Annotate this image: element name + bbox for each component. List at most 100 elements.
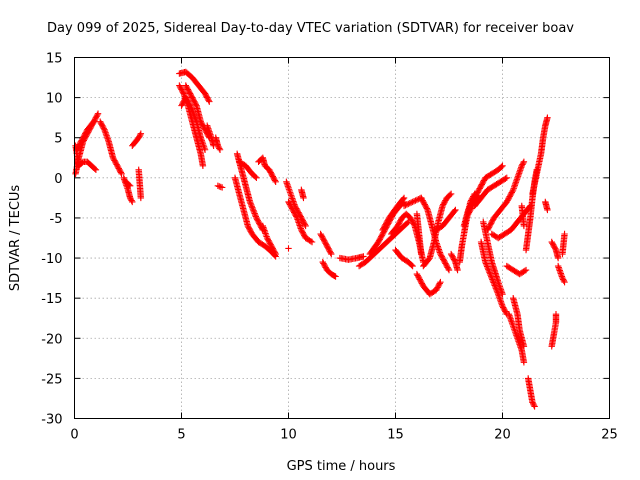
y-tick-label: -20 [41, 332, 62, 347]
data-point [413, 196, 421, 204]
data-point [129, 198, 136, 206]
data-point [531, 403, 538, 410]
data-point [271, 177, 279, 184]
data-point [360, 253, 367, 260]
data-point [248, 203, 255, 210]
data-point [554, 254, 562, 262]
x-tick-label: 10 [280, 428, 297, 443]
series-track-45 [477, 238, 510, 318]
y-tick-label: -5 [50, 212, 63, 227]
data-point [499, 162, 506, 169]
data-point [249, 205, 257, 213]
y-tick-label: 15 [46, 52, 63, 67]
x-tick-label: 0 [70, 428, 78, 443]
data-point [247, 201, 255, 209]
series-track-48 [503, 262, 530, 278]
data-point [447, 190, 455, 198]
data-point [251, 210, 258, 217]
data-point [285, 245, 292, 252]
data-point [492, 283, 499, 291]
data-point [407, 199, 415, 206]
data-point [89, 119, 97, 127]
data-point [400, 194, 408, 202]
data-point [403, 201, 411, 208]
data-point [118, 170, 125, 178]
x-tick-label: 25 [601, 428, 618, 443]
series-track-25 [317, 230, 335, 258]
data-point [502, 175, 509, 182]
data-point [246, 198, 254, 206]
series-track-42 [465, 162, 506, 218]
data-point [128, 197, 135, 204]
data-markers [72, 68, 568, 410]
series-track-32 [379, 194, 408, 234]
series-track-01 [72, 110, 102, 178]
data-point [409, 262, 416, 270]
data-point [417, 250, 425, 258]
data-point [486, 269, 493, 276]
series-track-17 [231, 174, 279, 260]
series-track-15 [214, 182, 226, 191]
data-point [446, 191, 454, 199]
data-point [250, 208, 258, 216]
x-tick-label: 5 [177, 428, 185, 443]
data-point [205, 97, 212, 104]
data-point [272, 250, 279, 258]
data-point [498, 163, 505, 171]
series-track-10 [176, 82, 207, 169]
data-point [92, 166, 100, 174]
data-point [300, 194, 307, 202]
data-point [482, 258, 489, 266]
data-point [216, 146, 224, 153]
series-track-18 [236, 158, 260, 182]
y-tick-label: 0 [54, 172, 62, 187]
data-point [399, 195, 407, 203]
data-point [544, 206, 551, 214]
data-point [452, 206, 459, 214]
y-tick-label: -15 [41, 292, 62, 307]
series-track-46 [484, 158, 528, 234]
data-point [560, 277, 568, 284]
data-point [519, 159, 527, 167]
data-point [493, 288, 501, 295]
data-point [409, 198, 416, 206]
data-point [451, 207, 458, 215]
data-point [90, 118, 97, 125]
series-track-16 [233, 150, 267, 234]
series-track-54 [529, 114, 551, 198]
series-track-03 [73, 118, 97, 153]
series-track-07 [129, 130, 145, 149]
data-point [307, 238, 314, 245]
series-track-27 [336, 253, 367, 263]
x-tick-label: 20 [494, 428, 511, 443]
series-track-04 [96, 118, 125, 178]
series-track-19 [255, 154, 279, 186]
series-track-58 [554, 262, 568, 286]
grid-lines [74, 57, 610, 419]
y-tick-label: -30 [41, 413, 62, 428]
series-track-35 [413, 270, 444, 298]
series-track-57 [548, 311, 560, 350]
data-point [410, 198, 418, 205]
data-point [487, 271, 494, 279]
data-point [483, 261, 490, 269]
series-track-05 [120, 174, 136, 206]
data-point [491, 282, 498, 289]
data-point [520, 158, 528, 165]
series-track-14 [212, 134, 224, 153]
x-axis-label: GPS time / hours [287, 459, 396, 474]
series-track-23 [285, 245, 292, 252]
data-point [509, 188, 516, 195]
series-track-59 [559, 230, 568, 258]
data-point [125, 181, 133, 189]
data-point [179, 89, 187, 96]
data-point [402, 202, 409, 209]
series-track-34 [413, 210, 425, 258]
series-track-28 [355, 218, 412, 270]
data-point [332, 273, 339, 280]
data-point [188, 105, 195, 112]
data-point [423, 205, 431, 212]
data-point [412, 197, 419, 204]
data-point [445, 265, 452, 272]
